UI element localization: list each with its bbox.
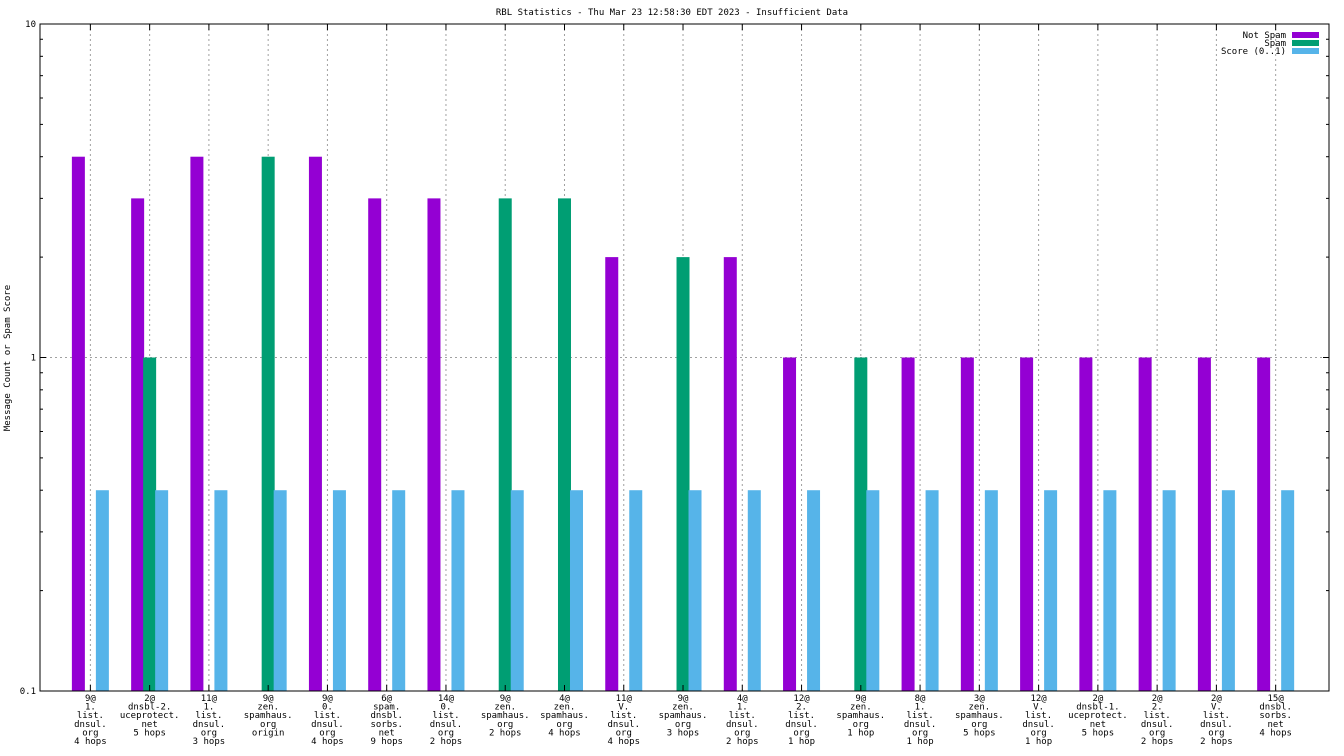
bar-not-spam — [1079, 357, 1093, 691]
bar-score-0-1 — [1162, 490, 1176, 691]
bar-not-spam — [960, 357, 974, 691]
y-tick-label: 0.1 — [20, 687, 36, 697]
bar-not-spam — [723, 257, 737, 691]
bar-score-0-1 — [747, 490, 761, 691]
bar-spam — [261, 156, 275, 691]
bar-spam — [143, 357, 157, 691]
x-tick-label: 14@ 0. list. dnsul. org 2 hops — [430, 694, 463, 747]
x-tick-label: 9@ zen. spamhaus. org origin — [244, 694, 293, 738]
x-tick-label: 2@ V. list. dnsul. org 2 hops — [1200, 694, 1233, 747]
bar-score-0-1 — [569, 490, 583, 691]
bars — [71, 156, 1295, 691]
bar-score-0-1 — [155, 490, 169, 691]
chart-title: RBL Statistics - Thu Mar 23 12:58:30 EDT… — [496, 8, 848, 18]
x-tick-label: 12@ 2. list. dnsul. org 1 hop — [785, 694, 818, 747]
x-tick-label: 4@ 1. list. dnsul. org 2 hops — [726, 694, 759, 747]
x-tick-label: 9@ zen. spamhaus. org 3 hops — [659, 694, 708, 738]
x-tick-label: 4@ zen. spamhaus. org 4 hops — [540, 694, 589, 738]
bar-score-0-1 — [214, 490, 228, 691]
bar-score-0-1 — [1103, 490, 1117, 691]
bar-spam — [676, 257, 690, 691]
legend-label: Spam — [1264, 39, 1286, 49]
y-tick-label: 10 — [25, 20, 36, 30]
bar-not-spam — [131, 198, 145, 691]
x-tick-label: 9@ 0. list. dnsul. org 4 hops — [311, 694, 344, 747]
bar-not-spam — [1197, 357, 1211, 691]
y-axis-label: Message Count or Spam Score — [3, 285, 13, 431]
bar-not-spam — [605, 257, 619, 691]
bar-score-0-1 — [688, 490, 702, 691]
bar-not-spam — [427, 198, 441, 691]
legend-swatch — [1292, 32, 1319, 38]
bar-score-0-1 — [273, 490, 287, 691]
bar-score-0-1 — [807, 490, 821, 691]
y-axis-ticks: 0.1 1 10 — [20, 20, 1329, 697]
x-tick-label: 2@ 2. list. dnsul. org 2 hops — [1141, 694, 1174, 747]
bar-score-0-1 — [629, 490, 643, 691]
bar-not-spam — [368, 198, 382, 691]
bar-spam — [498, 198, 512, 691]
bar-score-0-1 — [1221, 490, 1235, 691]
bar-not-spam — [1257, 357, 1271, 691]
x-tick-label: 9@ zen. spamhaus. org 2 hops — [481, 694, 530, 738]
x-tick-label: 11@ 1. list. dnsul. org 3 hops — [193, 694, 226, 747]
bar-score-0-1 — [95, 490, 109, 691]
bar-not-spam — [783, 357, 797, 691]
bar-spam — [557, 198, 571, 691]
y-tick-label: 1 — [31, 354, 36, 364]
bar-not-spam — [308, 156, 322, 691]
bar-spam — [854, 357, 868, 691]
x-tick-label: 12@ V. list. dnsul. org 1 hop — [1022, 694, 1055, 747]
bar-score-0-1 — [866, 490, 880, 691]
bar-score-0-1 — [392, 490, 406, 691]
bar-score-0-1 — [451, 490, 465, 691]
bar-not-spam — [1138, 357, 1152, 691]
bar-score-0-1 — [925, 490, 939, 691]
x-tick-label: 6@ spam. dnsbl. sorbs. net 9 hops — [370, 694, 403, 747]
x-tick-label: 11@ V. list. dnsul. org 4 hops — [607, 694, 640, 747]
bar-score-0-1 — [510, 490, 524, 691]
bar-not-spam — [190, 156, 204, 691]
x-tick-label: 8@ 1. list. dnsul. org 1 hop — [904, 694, 937, 747]
bar-not-spam — [901, 357, 915, 691]
bar-score-0-1 — [1044, 490, 1058, 691]
x-tick-label: 2@ dnsbl-2. uceprotect. net 5 hops — [120, 694, 180, 738]
bar-score-0-1 — [1281, 490, 1295, 691]
x-tick-label: 9@ 1. list. dnsul. org 4 hops — [74, 694, 107, 747]
legend-swatch — [1292, 40, 1319, 46]
bar-not-spam — [1020, 357, 1034, 691]
bar-not-spam — [71, 156, 85, 691]
bar-score-0-1 — [332, 490, 346, 691]
bar-score-0-1 — [984, 490, 998, 691]
legend-swatch — [1292, 48, 1319, 54]
x-tick-label: 2@ dnsbl-1. uceprotect. net 5 hops — [1068, 694, 1128, 738]
legend-label: Not Spam — [1243, 31, 1286, 41]
x-axis-ticks: 9@ 1. list. dnsul. org 4 hops 2@ dnsbl-2. ucepro… — [74, 24, 1292, 747]
legend-label: Score (0..1) — [1221, 47, 1286, 57]
x-tick-label: 15@ dnsbl. sorbs. net 4 hops — [1259, 694, 1292, 738]
x-tick-label: 3@ zen. spamhaus. org 5 hops — [955, 694, 1004, 738]
x-tick-label: 9@ zen. spamhaus. org 1 hop — [836, 694, 885, 738]
